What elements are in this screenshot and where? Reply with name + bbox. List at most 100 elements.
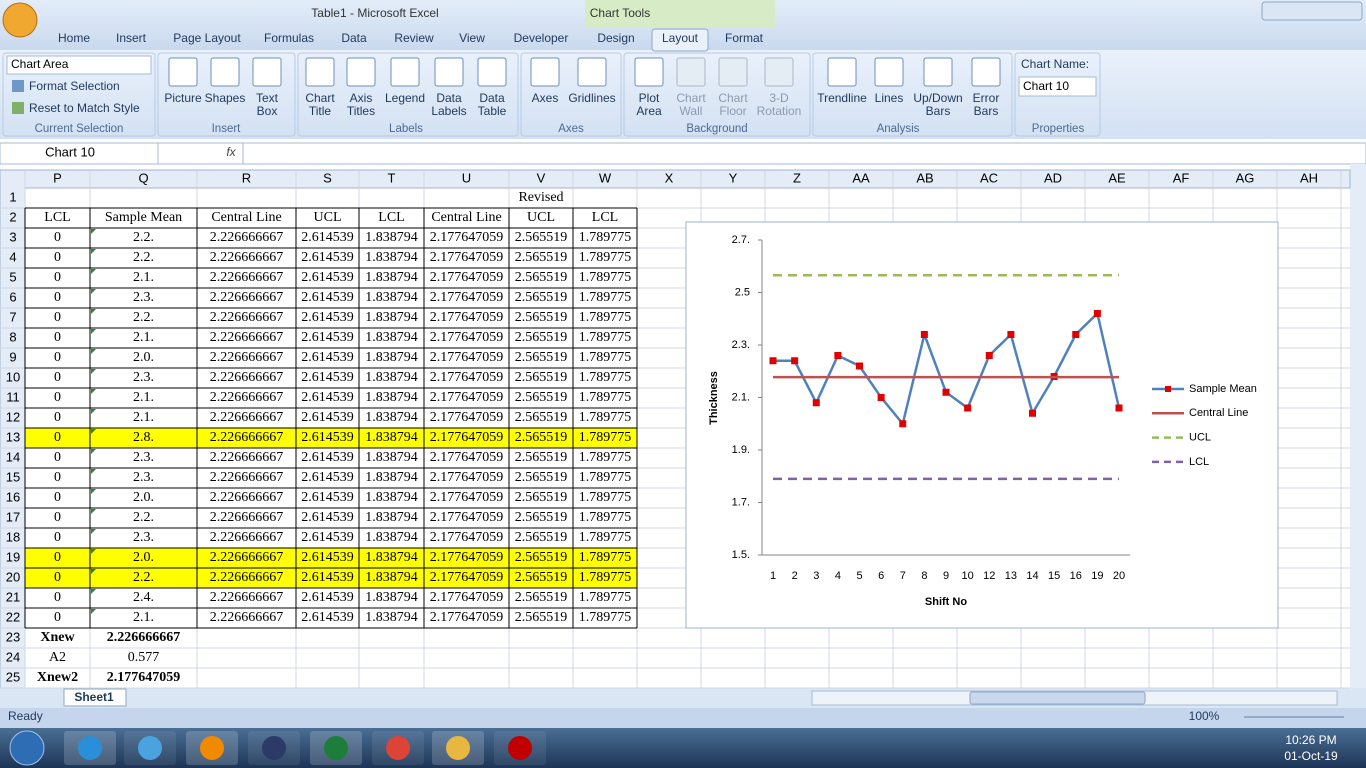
cell[interactable]: 2.614539: [301, 250, 354, 265]
cell[interactable]: 2.614539: [301, 270, 354, 285]
cell[interactable]: 2.614539: [301, 310, 354, 325]
cell[interactable]: A2: [49, 650, 66, 665]
cell[interactable]: 2.565519: [515, 250, 568, 265]
chart-name-box[interactable]: [1018, 76, 1097, 97]
ribbon-tab[interactable]: Developer: [514, 31, 569, 45]
name-box[interactable]: Chart 10: [45, 144, 95, 159]
ribbon-button-icon[interactable]: [168, 57, 198, 87]
ribbon-button-label[interactable]: Box: [257, 104, 278, 118]
cell[interactable]: 2.614539: [301, 610, 354, 625]
cell[interactable]: 2.614539: [301, 390, 354, 405]
ribbon-button-icon[interactable]: [971, 57, 1001, 87]
cell[interactable]: 1.838794: [365, 250, 418, 265]
row-header[interactable]: 25: [6, 669, 20, 684]
row-header[interactable]: 15: [6, 469, 20, 484]
cell[interactable]: 0: [54, 270, 61, 285]
cell[interactable]: 2.226666667: [210, 250, 284, 265]
ribbon-button-icon[interactable]: [718, 57, 748, 87]
cell[interactable]: UCL: [314, 210, 342, 225]
cell[interactable]: 2.177647059: [430, 530, 504, 545]
ribbon-button-icon[interactable]: [477, 57, 507, 87]
cell[interactable]: 0: [54, 610, 61, 625]
cell[interactable]: 2.177647059: [430, 230, 504, 245]
row-header[interactable]: 6: [9, 289, 16, 304]
cell[interactable]: 1.838794: [365, 310, 418, 325]
cell[interactable]: 2.565519: [515, 470, 568, 485]
cell[interactable]: 0: [54, 490, 61, 505]
cell[interactable]: 1.789775: [579, 550, 632, 565]
column-header[interactable]: P: [53, 170, 62, 185]
column-header[interactable]: Y: [729, 170, 738, 185]
column-header[interactable]: V: [537, 170, 546, 185]
cell[interactable]: 2.226666667: [210, 570, 284, 585]
cell[interactable]: 2.226666667: [210, 530, 284, 545]
ribbon-button-icon[interactable]: [676, 57, 706, 87]
cell[interactable]: 1.789775: [579, 350, 632, 365]
ribbon-tab[interactable]: Review: [394, 31, 434, 45]
ribbon-button-label[interactable]: Gridlines: [568, 91, 615, 105]
cell[interactable]: 0: [54, 590, 61, 605]
cell[interactable]: 0.577: [128, 650, 160, 665]
cell[interactable]: 2.226666667: [210, 390, 284, 405]
ribbon-button-icon[interactable]: [252, 57, 282, 87]
column-header[interactable]: T: [388, 170, 396, 185]
cell[interactable]: 2.177647059: [430, 430, 504, 445]
row-header[interactable]: 10: [6, 369, 20, 384]
cell[interactable]: 1.838794: [365, 470, 418, 485]
cell[interactable]: 2.614539: [301, 450, 354, 465]
cell[interactable]: 2.614539: [301, 370, 354, 385]
ribbon-button-label[interactable]: Title: [309, 104, 332, 118]
cell[interactable]: 2.565519: [515, 290, 568, 305]
cell[interactable]: 2.3.: [133, 530, 154, 545]
cell[interactable]: 0: [54, 330, 61, 345]
cell[interactable]: 1.838794: [365, 590, 418, 605]
cell[interactable]: 1.789775: [579, 250, 632, 265]
cell[interactable]: 1.838794: [365, 610, 418, 625]
ribbon-button-label[interactable]: Shapes: [205, 91, 246, 105]
ribbon-button-label[interactable]: Plot: [639, 91, 660, 105]
row-header[interactable]: 17: [6, 509, 20, 524]
cell[interactable]: 2.226666667: [210, 430, 284, 445]
row-header[interactable]: 18: [6, 529, 20, 544]
cell[interactable]: 0: [54, 290, 61, 305]
column-header[interactable]: R: [242, 170, 251, 185]
cell[interactable]: 0: [54, 370, 61, 385]
row-header[interactable]: 3: [9, 229, 16, 244]
cell[interactable]: 2.614539: [301, 490, 354, 505]
cell[interactable]: 2.565519: [515, 430, 568, 445]
cell[interactable]: 1.838794: [365, 230, 418, 245]
cell[interactable]: 0: [54, 390, 61, 405]
column-header[interactable]: Q: [138, 170, 148, 185]
cell[interactable]: 2.226666667: [210, 450, 284, 465]
cell[interactable]: 2.3.: [133, 290, 154, 305]
cell[interactable]: 1.789775: [579, 590, 632, 605]
cell[interactable]: 1.789775: [579, 450, 632, 465]
cell[interactable]: 2.177647059: [430, 290, 504, 305]
cell[interactable]: 2.177647059: [430, 330, 504, 345]
ribbon-button-label[interactable]: Up/Down: [913, 91, 962, 105]
ribbon-tab[interactable]: Page Layout: [173, 31, 241, 45]
ribbon-link[interactable]: Reset to Match Style: [29, 101, 140, 115]
cell[interactable]: 1.838794: [365, 450, 418, 465]
row-header[interactable]: 12: [6, 409, 20, 424]
cell[interactable]: 1.789775: [579, 570, 632, 585]
ribbon-button-label[interactable]: Chart: [305, 91, 335, 105]
column-header[interactable]: AE: [1108, 170, 1126, 185]
cell[interactable]: UCL: [527, 210, 555, 225]
cell[interactable]: 1.838794: [365, 270, 418, 285]
cell[interactable]: 2.1.: [133, 390, 154, 405]
ribbon-button-label[interactable]: Titles: [347, 104, 375, 118]
office-button[interactable]: [2, 2, 38, 38]
cell[interactable]: 2.565519: [515, 570, 568, 585]
cell[interactable]: 1.838794: [365, 530, 418, 545]
cell[interactable]: LCL: [378, 210, 404, 225]
cell[interactable]: 1.789775: [579, 390, 632, 405]
cell[interactable]: 2.614539: [301, 590, 354, 605]
ribbon-button-icon[interactable]: [305, 57, 335, 87]
cell[interactable]: 2.614539: [301, 330, 354, 345]
cell[interactable]: 2.177647059: [430, 270, 504, 285]
cell[interactable]: 2.226666667: [107, 630, 181, 645]
cell[interactable]: 1.789775: [579, 510, 632, 525]
cell[interactable]: 2.565519: [515, 410, 568, 425]
cell[interactable]: 1.789775: [579, 310, 632, 325]
